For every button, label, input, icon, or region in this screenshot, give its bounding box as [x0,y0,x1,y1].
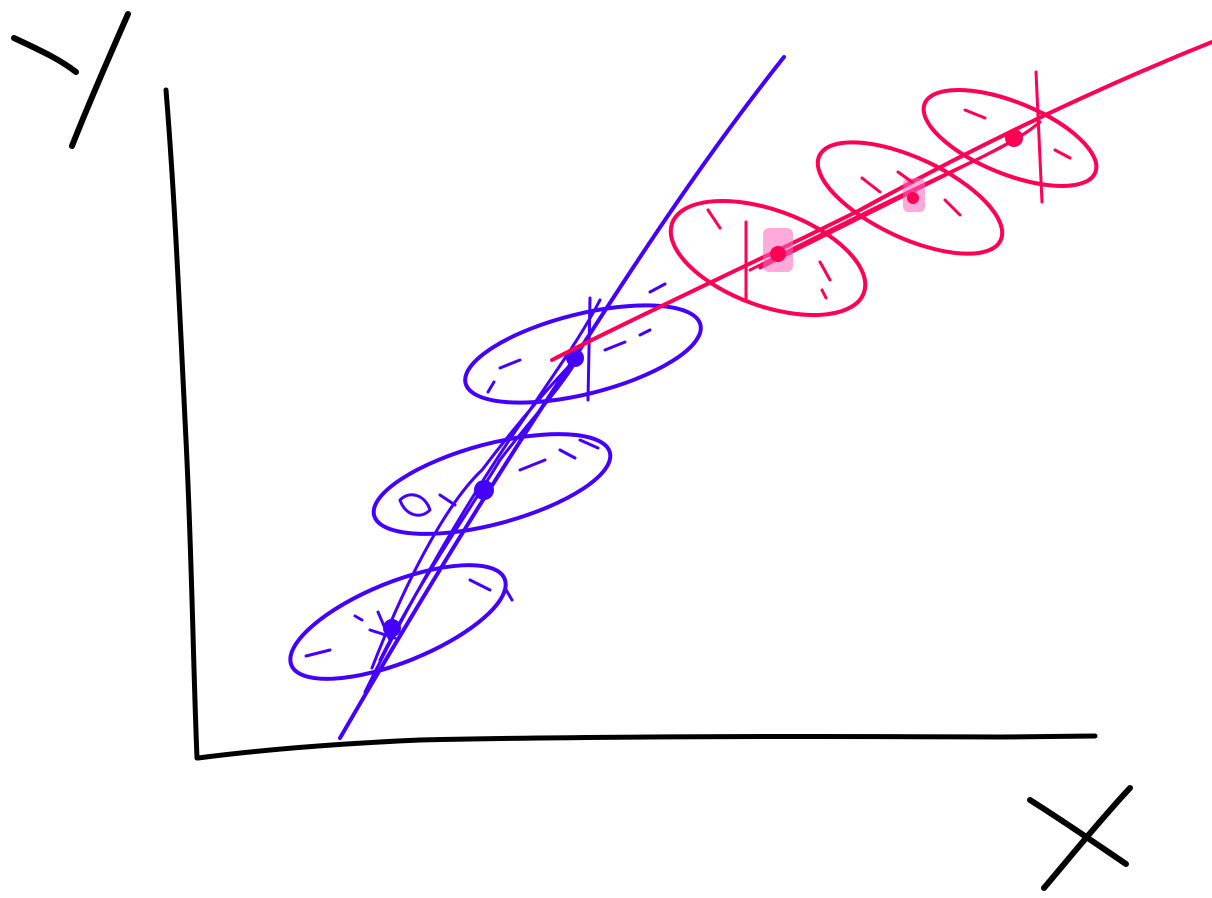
red-cluster-1-tick [706,208,832,302]
x-axis-line [195,733,1098,761]
red-cluster-2-ellipse [815,140,1005,256]
blue-cluster-2-ellipse [371,432,613,536]
red-series [550,40,1212,362]
axes [163,87,1098,761]
blue-cluster-2-mean [474,480,494,500]
blue-cluster-1-tick [304,578,514,658]
blue-cluster-3-tick [486,282,667,402]
red-cluster-2-mean [907,192,919,204]
blue-cluster-2-tick [398,438,600,517]
y-axis-label: Y [46,89,47,91]
x-glyph-down-stroke [1027,797,1129,867]
blue-cluster-1-ellipse [288,563,508,681]
blue-fit-line [363,298,602,694]
y-glyph-right-stroke [69,11,131,149]
blue-series [288,55,786,740]
red-cluster-3-ellipse [921,88,1099,188]
y-glyph-left-stroke [11,35,79,75]
red-trend-line [550,40,1212,362]
blue-trend-line-overlay [370,358,577,670]
blue-cluster-3-mean [566,349,584,367]
x-glyph-up-stroke [1041,785,1133,891]
red-cluster-1-ellipse [668,198,868,318]
x-axis-label: X [1078,839,1079,841]
red-cluster-3-tick [963,70,1072,204]
y-axis-line [163,87,200,761]
blue-cluster-3-ellipse [463,303,703,405]
red-cluster-2-tick [860,170,962,217]
x-axis-glyph [1027,785,1133,891]
red-cluster-3-mean [1005,129,1023,147]
red-cluster-1-mean [770,246,786,262]
y-axis-glyph [11,11,131,149]
